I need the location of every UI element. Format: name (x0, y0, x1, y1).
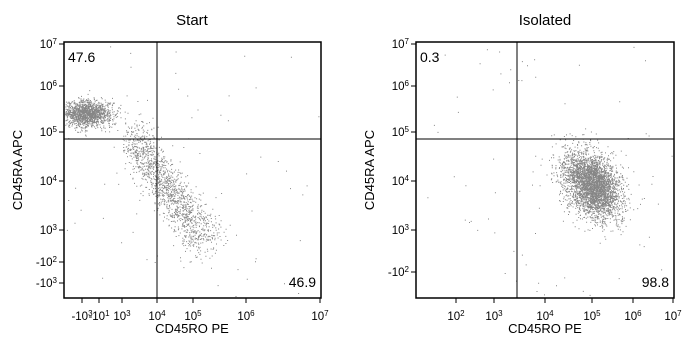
quadrant-lower-right-value: 46.9 (289, 274, 316, 290)
x-tick-label: 103 (113, 309, 131, 324)
scatter-points (65, 46, 320, 298)
plot-frame (415, 41, 675, 299)
quadrant-upper-left-value: 47.6 (68, 49, 95, 65)
y-tick-label: -103 (36, 276, 58, 291)
x-tick-label: 107 (311, 309, 329, 324)
y-tick-label: 106 (40, 79, 58, 94)
x-tick-label: 106 (237, 309, 255, 324)
x-tick-label: -101 (88, 309, 110, 324)
x-axis-label: CD45RO PE (155, 321, 229, 336)
x-tick-label: 104 (148, 309, 166, 324)
x-tick-label: 102 (447, 309, 465, 324)
event-dots (427, 46, 673, 296)
panel-isolated: Isolated 0.3 98.8 102 103 104 105 106 107 -10… (362, 12, 682, 336)
x-tick-label: 106 (624, 309, 642, 324)
y-tick-label: 107 (392, 37, 410, 52)
y-axis-label: CD45RA APC (362, 130, 377, 210)
x-tick-label: 107 (664, 309, 682, 324)
y-tick-label: 104 (40, 174, 58, 189)
quadrant-lower-right-value: 98.8 (642, 274, 669, 290)
plot-frame (63, 41, 322, 299)
x-tick-label: 103 (485, 309, 503, 324)
y-tick-label: 103 (40, 223, 58, 238)
y-tick-label: 107 (40, 37, 58, 52)
quadrant-upper-left-value: 0.3 (420, 49, 440, 65)
y-axis-label: CD45RA APC (10, 130, 25, 210)
panel-start: Start 47.6 46.9 -103-101 103 104 105 106 107 … (10, 12, 329, 336)
event-dots (65, 46, 320, 298)
y-tick-label: 104 (392, 174, 410, 189)
x-tick-label: 105 (184, 309, 202, 324)
x-axis-label: CD45RO PE (508, 321, 582, 336)
panel-title: Isolated (519, 12, 572, 29)
x-tick-label: 105 (583, 309, 601, 324)
y-tick-label: 105 (392, 125, 410, 140)
x-axis-ticks: 102 103 104 105 106 107 (447, 298, 682, 323)
x-tick-label: 104 (536, 309, 554, 324)
scatter-points (427, 46, 673, 296)
y-tick-label: 103 (392, 223, 410, 238)
x-tick-label: -103 (71, 309, 93, 324)
y-axis-ticks: -103 -102 103 104 105 106 107 (36, 37, 64, 291)
x-axis-ticks: -103-101 103 104 105 106 107 (71, 298, 329, 323)
y-tick-label: 105 (40, 125, 58, 140)
y-tick-label: -102 (388, 265, 410, 280)
y-axis-ticks: -102 103 104 105 106 107 (388, 37, 416, 280)
panel-title: Start (176, 12, 209, 29)
y-tick-label: 106 (392, 79, 410, 94)
y-tick-label: -102 (36, 255, 58, 270)
